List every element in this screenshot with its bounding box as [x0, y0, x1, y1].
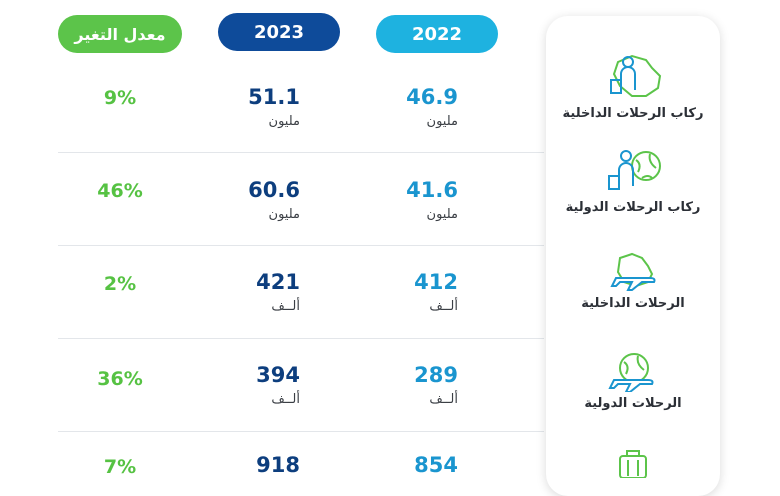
value-2022: 412 [414, 270, 458, 294]
category-label: الرحلات الدولية [584, 396, 682, 411]
year-2022-header: 2022 [376, 15, 498, 53]
category-international-flights: الرحلات الدولية [546, 352, 720, 411]
unit-2022: ألــف [429, 299, 458, 314]
international-passenger-icon [608, 150, 661, 190]
category-label: ركاب الرحلات الداخلية [562, 106, 704, 121]
value-2022: 41.6 [406, 178, 458, 202]
unit-2023: مليون [268, 207, 300, 222]
category-domestic-flights: الرحلات الداخلية [546, 252, 720, 311]
unit-2022: مليون [426, 207, 458, 222]
unit-2022: مليون [426, 114, 458, 129]
row-divider [58, 152, 544, 153]
category-panel: ركاب الرحلات الداخلية ركاب الرحلات الدول… [546, 16, 720, 496]
value-2022: 289 [414, 363, 458, 387]
value-2023: 60.6 [248, 178, 300, 202]
change-value: 46% [97, 180, 143, 202]
change-value: 2% [103, 273, 137, 295]
category-luggage [546, 448, 720, 478]
value-2023: 394 [256, 363, 300, 387]
category-domestic-passengers: ركاب الرحلات الداخلية [546, 52, 720, 121]
value-2023: 918 [256, 453, 300, 477]
luggage-icon [619, 450, 647, 478]
change-value: 36% [97, 368, 143, 390]
row-divider [58, 431, 544, 432]
unit-2023: ألــف [271, 392, 300, 407]
row-divider [58, 338, 544, 339]
row-divider [58, 245, 544, 246]
category-label: ركاب الرحلات الدولية [565, 200, 701, 215]
domestic-flights-icon [610, 252, 656, 291]
value-2022: 854 [414, 453, 458, 477]
unit-2022: ألــف [429, 392, 458, 407]
value-2023: 421 [256, 270, 300, 294]
international-flights-icon [608, 353, 654, 392]
value-2022: 46.9 [406, 85, 458, 109]
change-value: 9% [103, 87, 137, 109]
domestic-passenger-icon [610, 54, 662, 97]
change-value: 7% [103, 456, 137, 478]
unit-2023: مليون [268, 114, 300, 129]
value-2023: 51.1 [248, 85, 300, 109]
category-label: الرحلات الداخلية [581, 296, 685, 311]
change-rate-header: معدل التغير [58, 15, 182, 53]
unit-2023: ألــف [271, 299, 300, 314]
category-international-passengers: ركاب الرحلات الدولية [546, 146, 720, 215]
year-2023-header: 2023 [218, 13, 340, 51]
